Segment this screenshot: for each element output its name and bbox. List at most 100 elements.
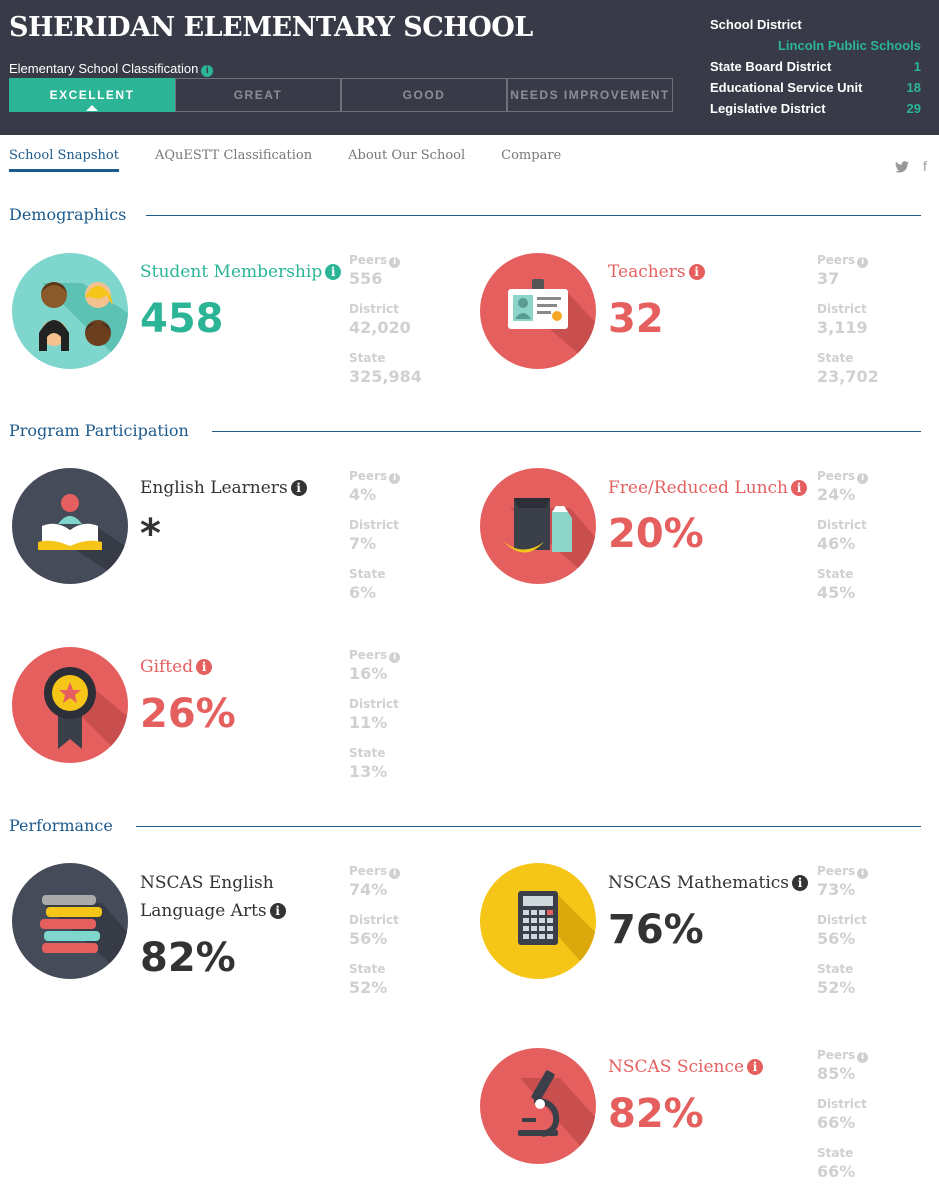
district-value: 42,020: [349, 318, 411, 337]
peers-label: Peers: [817, 864, 856, 878]
teachers-comparisons: Peers i 37 District 3,119 State 23,702: [817, 252, 879, 399]
peers-label: Peers: [349, 253, 388, 267]
district-label: District: [817, 302, 867, 316]
free-reduced-lunch-comparisons: Peers i 24% District 46% State 45%: [817, 468, 869, 615]
state-value: 6%: [349, 583, 377, 602]
state-label: State: [349, 567, 386, 581]
teachers-value: 32: [608, 296, 664, 342]
ela-comparisons: Peers i 74% District 56% State 52%: [349, 863, 401, 1010]
district-label: District: [817, 1097, 867, 1111]
twitter-icon[interactable]: [895, 160, 909, 176]
science-label-text: NSCAS Science: [608, 1057, 745, 1077]
info-icon[interactable]: i: [791, 480, 807, 496]
state-label: State: [817, 962, 854, 976]
district-label: District: [349, 913, 399, 927]
info-icon[interactable]: i: [325, 264, 342, 280]
info-icon[interactable]: i: [688, 264, 705, 280]
district-value: 46%: [817, 534, 856, 553]
free-reduced-lunch-value: 20%: [608, 511, 704, 557]
section-divider: [146, 215, 921, 216]
state-value: 52%: [349, 978, 388, 997]
peers-value: 37: [817, 269, 840, 288]
state-label: State: [817, 1146, 854, 1160]
district-value: 56%: [349, 929, 388, 948]
state-label: State: [817, 351, 854, 365]
state-value: 52%: [817, 978, 856, 997]
classification-bar: EXCELLENT GREAT GOOD NEEDS IMPROVEMENT: [9, 78, 673, 112]
teachers-label: Teachers i: [608, 258, 705, 286]
award-ribbon-icon: [12, 647, 128, 763]
gifted-label: Gifted i: [140, 653, 213, 681]
district-value: 66%: [817, 1113, 856, 1132]
info-icon[interactable]: i: [792, 875, 809, 891]
info-icon[interactable]: i: [389, 257, 401, 268]
info-icon[interactable]: i: [389, 652, 401, 663]
school-district-link[interactable]: Lincoln Public Schools: [777, 38, 921, 53]
section-performance: Performance: [9, 816, 113, 835]
esu-value: 18: [906, 80, 921, 95]
info-icon[interactable]: i: [857, 868, 869, 879]
state-label: State: [349, 746, 386, 760]
classification-needs-improvement[interactable]: NEEDS IMPROVEMENT: [507, 78, 673, 112]
district-value: 11%: [349, 713, 388, 732]
peers-value: 556: [349, 269, 383, 288]
student-membership-value: 458: [140, 296, 224, 342]
state-value: 45%: [817, 583, 856, 602]
teachers-label-text: Teachers: [608, 262, 686, 282]
district-value: 3,119: [817, 318, 868, 337]
state-value: 23,702: [817, 367, 879, 386]
district-label: District: [349, 302, 399, 316]
id-badge-icon: [480, 253, 596, 369]
info-icon[interactable]: i: [857, 257, 869, 268]
info-icon[interactable]: i: [269, 903, 286, 919]
district-value: 7%: [349, 534, 377, 553]
facebook-icon[interactable]: f: [923, 158, 927, 174]
student-membership-label: Student Membership i: [140, 258, 342, 286]
info-icon[interactable]: i: [290, 480, 307, 496]
math-comparisons: Peers i 73% District 56% State 52%: [817, 863, 869, 1010]
district-label: District: [349, 518, 399, 532]
classification-good[interactable]: GOOD: [341, 78, 507, 112]
science-label: NSCAS Science i: [608, 1053, 764, 1081]
peers-value: 4%: [349, 485, 377, 504]
state-label: State: [349, 962, 386, 976]
tab-school-snapshot[interactable]: School Snapshot: [9, 148, 119, 172]
legislative-value: 29: [906, 101, 921, 116]
school-name: SHERIDAN ELEMENTARY SCHOOL: [9, 12, 533, 43]
header: SHERIDAN ELEMENTARY SCHOOL Elementary Sc…: [0, 0, 939, 135]
info-icon[interactable]: i: [857, 1052, 869, 1063]
info-icon[interactable]: i: [857, 473, 869, 484]
gifted-label-text: Gifted: [140, 657, 194, 677]
students-icon: [12, 253, 128, 369]
tab-aquestt-classification[interactable]: AQuESTT Classification: [154, 148, 313, 163]
classification-excellent[interactable]: EXCELLENT: [9, 78, 175, 112]
info-icon[interactable]: i: [747, 1059, 764, 1075]
info-icon[interactable]: i: [201, 65, 214, 77]
legislative-label: Legislative District: [710, 101, 826, 116]
district-label: District: [349, 697, 399, 711]
section-demographics: Demographics: [9, 205, 127, 224]
section-divider: [212, 431, 921, 432]
classification-great[interactable]: GREAT: [175, 78, 341, 112]
state-value: 325,984: [349, 367, 422, 386]
tab-compare[interactable]: Compare: [501, 148, 562, 163]
district-info: School District Lincoln Public Schools S…: [710, 14, 921, 119]
english-learners-comparisons: Peers i 4% District 7% State 6%: [349, 468, 401, 615]
info-icon[interactable]: i: [389, 868, 401, 879]
classification-label-text: Elementary School Classification: [9, 61, 199, 76]
state-value: 66%: [817, 1162, 856, 1181]
tab-about-our-school[interactable]: About Our School: [348, 148, 466, 163]
info-icon[interactable]: i: [196, 659, 213, 675]
math-label: NSCAS Mathematics i: [608, 869, 809, 897]
microscope-icon: [480, 1048, 596, 1164]
peers-label: Peers: [817, 469, 856, 483]
gifted-comparisons: Peers i 16% District 11% State 13%: [349, 647, 401, 794]
math-value: 76%: [608, 907, 704, 953]
free-reduced-lunch-label: Free/Reduced Lunch i: [608, 474, 807, 502]
info-icon[interactable]: i: [389, 473, 401, 484]
esu-label: Educational Service Unit: [710, 80, 863, 95]
state-board-label: State Board District: [710, 59, 832, 74]
books-icon: [12, 863, 128, 979]
peers-label: Peers: [817, 1048, 856, 1062]
ela-label-line2: Language Arts: [140, 901, 267, 921]
